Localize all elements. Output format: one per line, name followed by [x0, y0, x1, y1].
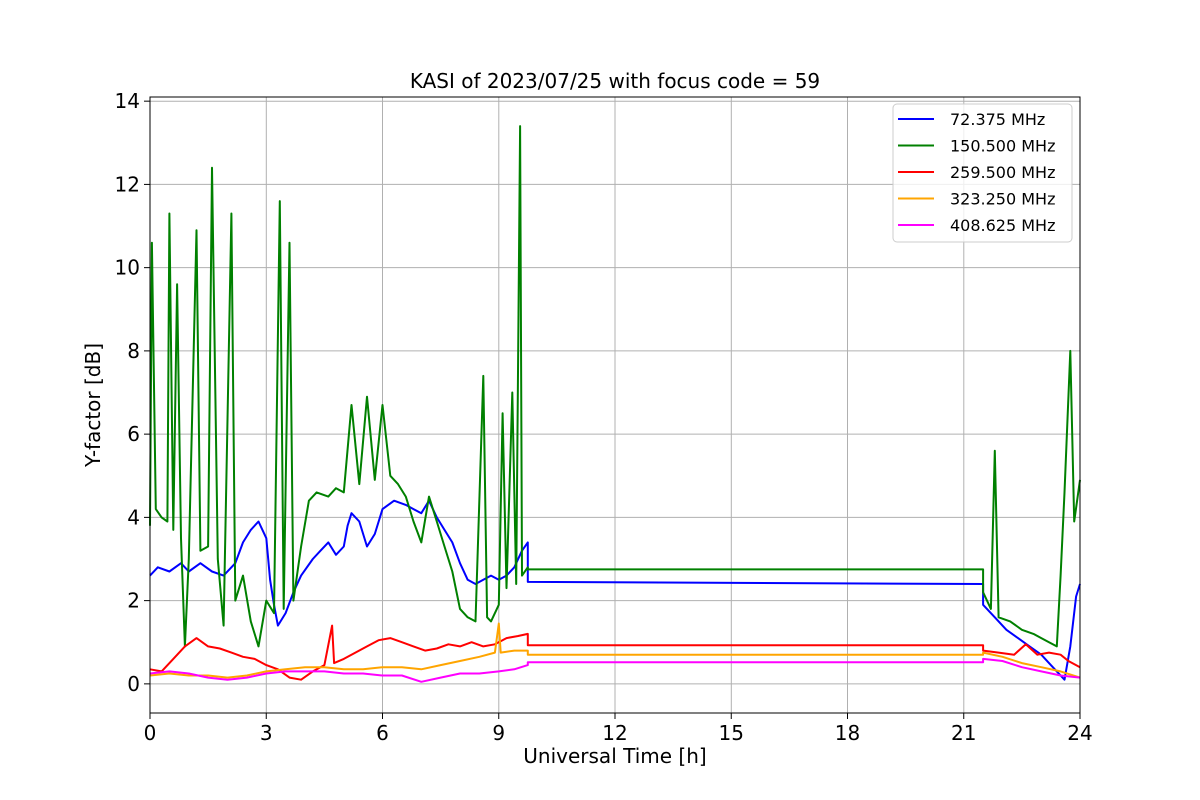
x-tick-label: 18: [835, 721, 860, 745]
series-line-4: [149, 622, 1081, 679]
x-tick-label: 3: [260, 721, 273, 745]
x-tick-label: 15: [719, 721, 744, 745]
y-axis-ticks: 0 2 4 6 8 10 12 14: [115, 89, 150, 696]
series-line-2: [149, 125, 1081, 648]
legend: 72.375 MHz 150.500 MHz 259.500 MHz 323.250 …: [892, 103, 1073, 243]
legend-label: 72.375 MHz: [950, 110, 1045, 129]
x-tick-label: 12: [602, 721, 627, 745]
x-tick-label: 21: [951, 721, 976, 745]
x-axis-ticks: 0 3 6 9 12 15 18 21 24: [144, 713, 1093, 745]
legend-label: 323.250 MHz: [950, 190, 1055, 209]
legend-label: 408.625 MHz: [950, 216, 1055, 235]
x-tick-label: 0: [144, 721, 157, 745]
y-tick-label: 12: [115, 172, 140, 196]
x-tick-label: 9: [492, 721, 505, 745]
y-tick-label: 8: [127, 339, 140, 363]
x-tick-label: 6: [376, 721, 389, 745]
y-tick-label: 2: [127, 589, 140, 613]
y-tick-label: 10: [115, 256, 140, 280]
y-tick-label: 4: [127, 505, 140, 529]
chart-title: KASI of 2023/07/25 with focus code = 59: [410, 69, 820, 93]
legend-label: 150.500 MHz: [950, 137, 1055, 156]
y-tick-label: 0: [127, 672, 140, 696]
series-line-1: [149, 499, 1081, 681]
legend-box: [892, 103, 1073, 243]
series-lines: [149, 125, 1081, 683]
series-line-3: [149, 624, 1081, 681]
x-axis-label: Universal Time [h]: [523, 744, 706, 768]
legend-label: 259.500 MHz: [950, 163, 1055, 182]
series-line-5: [149, 657, 1081, 683]
x-tick-label: 24: [1067, 721, 1092, 745]
legend-entries: 72.375 MHz 150.500 MHz 259.500 MHz 323.250 …: [898, 110, 1055, 235]
y-tick-label: 6: [127, 422, 140, 446]
y-axis-label: Y-factor [dB]: [81, 343, 105, 468]
y-tick-label: 14: [115, 89, 140, 113]
